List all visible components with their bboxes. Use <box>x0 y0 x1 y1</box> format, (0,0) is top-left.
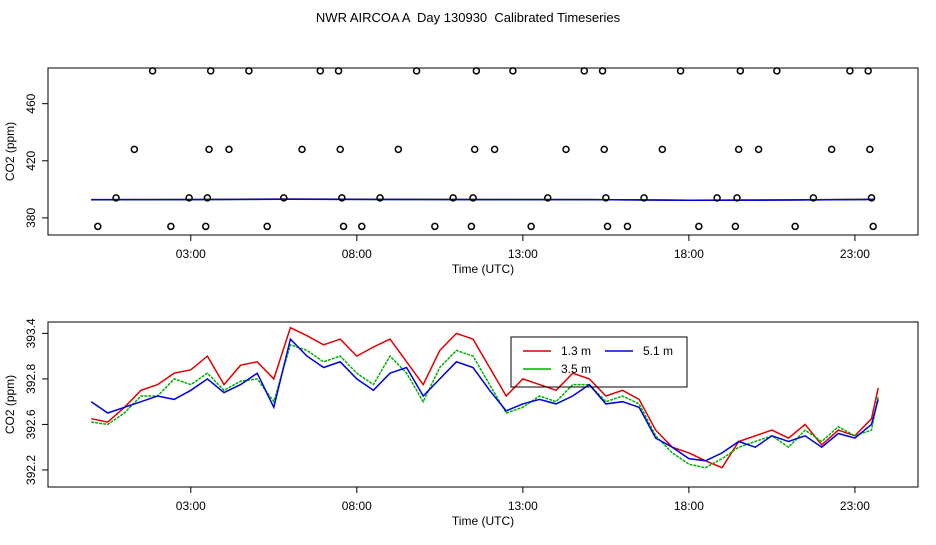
y-tick-label: 393.4 <box>24 318 38 348</box>
data-point <box>225 145 233 154</box>
x-tick-label: 03:00 <box>176 247 206 261</box>
data-point <box>94 222 102 231</box>
data-point <box>449 194 457 202</box>
y-axis-label: CO2 (ppm) <box>3 122 17 181</box>
data-point <box>376 194 384 202</box>
series-line-51m <box>90 337 879 462</box>
chart-panel-1: 03:00 08:00 13:00 18:00 23:00 380 420 460 Time (… <box>3 67 919 276</box>
data-point <box>695 222 703 231</box>
data-point <box>773 67 781 75</box>
data-point <box>263 222 271 231</box>
series-line-13m <box>91 326 879 469</box>
data-point <box>598 67 607 75</box>
data-point <box>472 67 481 75</box>
y-tick-label: 380 <box>24 208 38 228</box>
series-line-51m <box>91 198 875 202</box>
x-tick-label: 03:00 <box>176 499 206 513</box>
data-point <box>580 67 589 75</box>
data-point <box>336 145 344 154</box>
data-point <box>412 67 421 75</box>
data-point <box>867 194 876 202</box>
plot-frame <box>47 67 919 236</box>
x-tick-label: 08:00 <box>342 499 372 513</box>
legend-label: 3.5 m <box>561 362 591 376</box>
chart-panel-2: 03:00 08:00 13:00 18:00 23:00 392.2 392.6 392.8… <box>3 318 919 528</box>
x-axis-label: Time (UTC) <box>452 262 514 276</box>
x-tick-label: 13:00 <box>508 499 538 513</box>
data-point <box>167 222 175 231</box>
y-axis-label: CO2 (ppm) <box>3 375 17 434</box>
data-point <box>467 222 476 231</box>
data-point <box>205 145 213 154</box>
data-point <box>600 145 608 154</box>
data-point <box>298 145 306 154</box>
data-point <box>394 145 403 154</box>
data-point <box>185 194 193 202</box>
data-point <box>869 222 877 231</box>
data-point <box>358 222 366 231</box>
data-point <box>148 67 157 75</box>
data-point <box>731 222 740 231</box>
data-point <box>490 145 499 154</box>
data-point <box>676 67 685 75</box>
data-point <box>112 194 120 202</box>
x-tick-label: 18:00 <box>674 247 704 261</box>
legend-label: 1.3 m <box>561 344 591 358</box>
data-point <box>602 194 610 202</box>
data-point <box>130 145 139 154</box>
data-point <box>864 67 872 75</box>
data-point <box>603 222 612 231</box>
data-point <box>470 145 479 154</box>
data-point <box>734 145 743 154</box>
data-point <box>809 194 818 202</box>
data-point <box>280 194 288 202</box>
y-tick-label: 420 <box>24 150 38 170</box>
data-point <box>736 67 745 75</box>
data-point <box>431 222 439 231</box>
data-point <box>846 67 854 75</box>
legend-label: 5.1 m <box>643 344 673 358</box>
data-point <box>754 145 763 154</box>
x-tick-label: 23:00 <box>840 247 870 261</box>
data-point <box>201 222 210 231</box>
y-tick-label: 392.8 <box>24 364 38 394</box>
y-tick-label: 392.2 <box>24 455 38 485</box>
data-point <box>334 67 343 75</box>
series-line-35m <box>91 343 879 469</box>
data-point <box>339 222 348 231</box>
chart-title: NWR AIRCOA A Day 130930 Calibrated Times… <box>315 10 621 25</box>
y-tick-label: 392.6 <box>24 409 38 439</box>
data-point <box>245 67 253 75</box>
plot-frame <box>47 321 919 488</box>
data-point <box>206 67 215 75</box>
legend-box <box>510 336 688 388</box>
data-point <box>562 145 570 154</box>
data-point <box>733 194 741 202</box>
data-point <box>791 222 799 231</box>
data-point <box>203 194 212 202</box>
x-tick-label: 23:00 <box>840 499 870 513</box>
x-tick-label: 13:00 <box>508 247 538 261</box>
y-tick-label: 460 <box>24 93 38 113</box>
data-point <box>713 194 721 202</box>
data-point <box>544 194 552 202</box>
data-point <box>469 194 477 202</box>
x-tick-label: 18:00 <box>674 499 704 513</box>
data-point <box>527 222 535 231</box>
data-point <box>866 145 874 154</box>
data-point <box>658 145 667 154</box>
data-point <box>640 194 648 202</box>
data-point <box>623 222 632 231</box>
data-point <box>338 194 346 202</box>
x-tick-label: 08:00 <box>342 247 372 261</box>
data-point <box>827 145 836 154</box>
data-point <box>509 67 517 75</box>
x-axis-label: Time (UTC) <box>452 514 514 528</box>
data-point <box>316 67 325 75</box>
